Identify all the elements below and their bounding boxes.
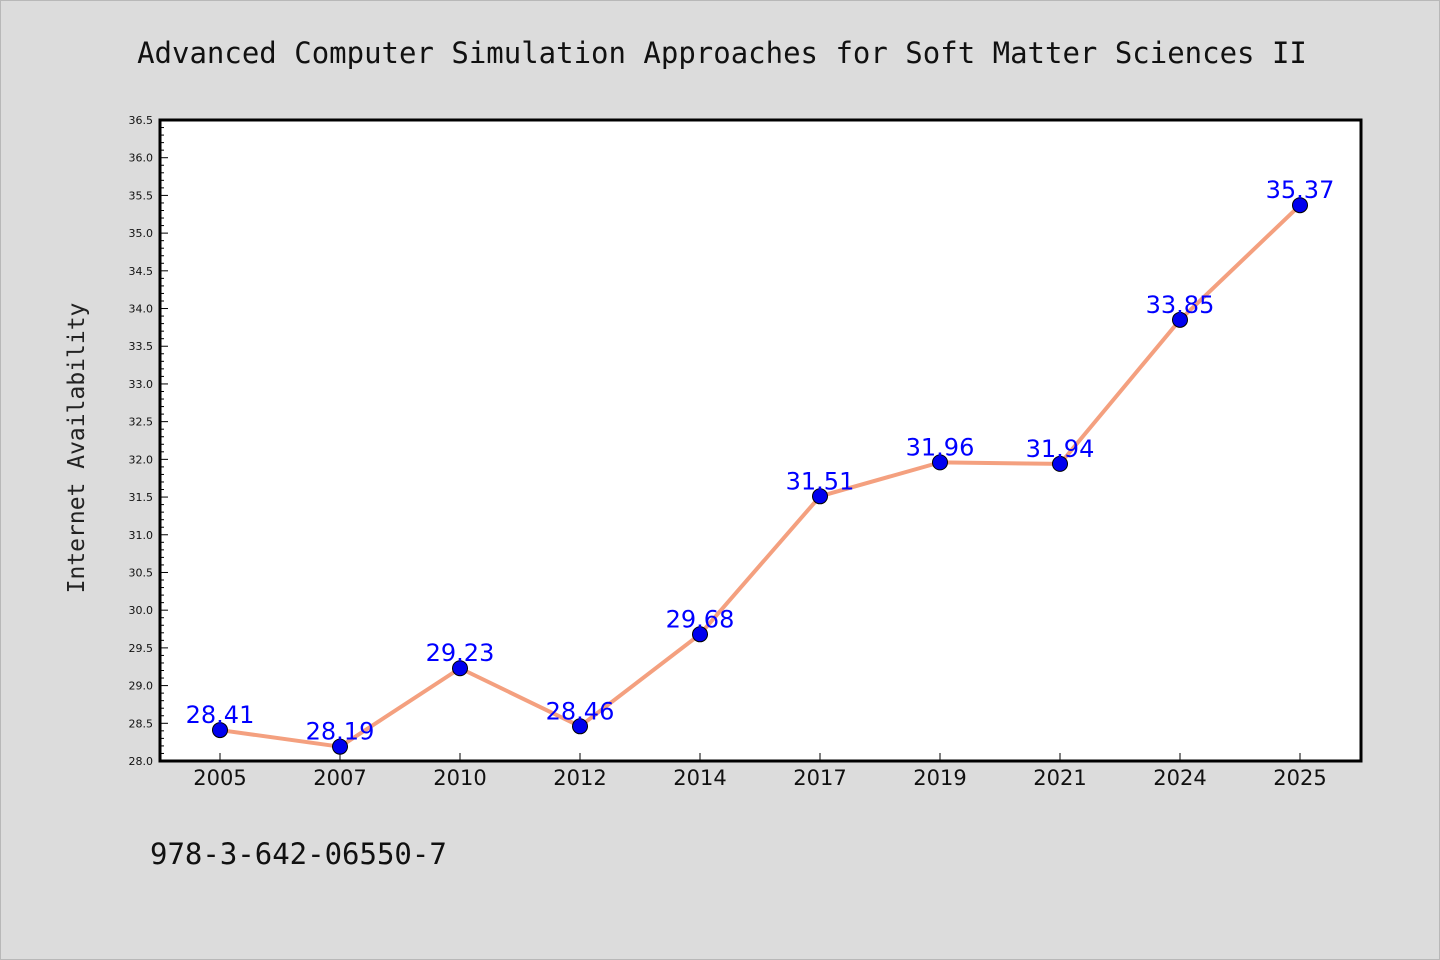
y-tick-label: 28.5 <box>129 717 154 730</box>
y-tick-label: 31.0 <box>129 529 154 542</box>
y-tick-label: 32.5 <box>129 416 154 429</box>
y-tick-label: 35.0 <box>129 227 154 240</box>
x-tick-label: 2007 <box>313 766 366 790</box>
data-label: 33.85 <box>1146 291 1215 319</box>
series-line-group <box>218 203 1302 749</box>
data-label: 28.41 <box>186 701 255 729</box>
x-tick-label: 2017 <box>793 766 846 790</box>
y-tick-label: 30.5 <box>129 566 154 579</box>
data-label: 31.96 <box>906 433 975 461</box>
plot-area <box>158 118 1363 763</box>
data-label: 28.46 <box>546 697 615 725</box>
y-tick-label: 33.5 <box>129 340 154 353</box>
data-label: 31.51 <box>786 467 855 495</box>
data-point-marker <box>452 660 468 677</box>
data-label: 29.68 <box>666 605 735 633</box>
y-tick-label: 32.0 <box>129 453 154 466</box>
data-label: 29.23 <box>426 639 495 667</box>
data-label: 35.37 <box>1266 176 1335 204</box>
data-point-marker <box>332 738 348 755</box>
x-tick-label: 2019 <box>913 766 966 790</box>
data-point-marker <box>932 454 948 471</box>
chart-title: Advanced Computer Simulation Approaches … <box>137 36 1307 70</box>
y-axis: 28.0 28.5 29.0 29.5 30.0 30.5 31.0 31.5 32.0 32.5… <box>129 114 168 768</box>
y-tick-label: 29.0 <box>129 680 154 693</box>
data-point-marker <box>692 626 708 643</box>
y-tick-label: 36.0 <box>129 152 154 165</box>
x-tick-label: 2005 <box>193 766 246 790</box>
y-tick-label: 34.0 <box>129 303 154 316</box>
x-axis: 2005 2007 2010 2012 2014 2017 2019 2021 2024 2025 <box>193 753 1327 790</box>
y-tick-label: 31.5 <box>129 491 154 504</box>
x-tick-label: 2014 <box>673 766 726 790</box>
data-label-group: 28.41 28.19 29.23 28.46 29.68 31.51 31.96 31.94… <box>186 176 1335 745</box>
y-tick-label: 35.5 <box>129 189 154 202</box>
y-axis-label: Internet Availability <box>64 303 90 594</box>
data-label: 31.94 <box>1026 435 1095 463</box>
y-tick-label: 36.5 <box>129 114 154 127</box>
y-tick-label: 34.5 <box>129 265 154 278</box>
series-line <box>218 203 1302 749</box>
data-point-marker <box>1172 311 1188 328</box>
data-point-marker <box>812 488 828 505</box>
y-tick-label: 28.0 <box>129 755 154 768</box>
data-point-marker <box>572 718 588 735</box>
x-tick-label: 2025 <box>1273 766 1326 790</box>
y-tick-label: 30.0 <box>129 604 154 617</box>
data-label: 28.19 <box>306 718 375 746</box>
x-tick-label: 2010 <box>433 766 486 790</box>
x-tick-label: 2021 <box>1033 766 1086 790</box>
data-point-marker <box>212 722 228 739</box>
x-tick-label: 2024 <box>1153 766 1206 790</box>
isbn-text: 978-3-642-06550-7 <box>150 837 447 871</box>
data-point-marker <box>1292 197 1308 214</box>
y-tick-label: 33.0 <box>129 378 154 391</box>
y-tick-label: 29.5 <box>129 642 154 655</box>
marker-group <box>212 197 1308 755</box>
data-point-marker <box>1052 455 1068 472</box>
x-tick-label: 2012 <box>553 766 606 790</box>
